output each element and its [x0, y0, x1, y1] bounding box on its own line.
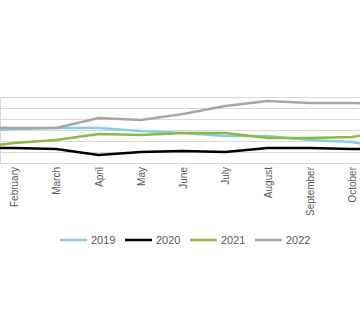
series-line: [0, 128, 360, 150]
x-tick: July: [220, 163, 231, 185]
x-tick-label: February: [9, 167, 20, 207]
x-tick: October: [347, 163, 358, 203]
x-tick-label: June: [178, 167, 189, 189]
x-tick-label: July: [220, 167, 231, 185]
x-tick: August: [263, 163, 274, 198]
x-tick: February: [9, 163, 20, 207]
y-tick: [0, 130, 360, 131]
series-line: [0, 101, 360, 128]
legend-swatch: [255, 239, 282, 242]
grid-line: [0, 119, 360, 120]
legend-label: 2020: [156, 234, 180, 246]
x-tick: March: [51, 163, 62, 195]
x-tick-label: April: [94, 167, 105, 187]
legend-item: 2022: [255, 234, 310, 246]
x-tick-label: May: [136, 167, 147, 186]
plot-area: [0, 101, 360, 155]
legend-swatch: [190, 239, 217, 242]
chart: February March April May June July August Septe…: [0, 0, 360, 326]
x-tick-label: October: [347, 166, 358, 202]
grid-line: [0, 108, 360, 109]
legend-label: 2022: [286, 234, 310, 246]
x-tick: May: [136, 163, 147, 186]
y-tick: [0, 108, 360, 109]
legend-swatch: [60, 239, 87, 242]
y-axis: [0, 98, 360, 164]
y-tick: [0, 97, 360, 98]
x-tick: April: [94, 163, 105, 187]
x-tick: September: [305, 163, 316, 216]
x-axis-line: [0, 163, 360, 164]
legend-label: 2021: [221, 234, 245, 246]
x-tick-label: August: [263, 167, 274, 198]
x-tick-label: March: [51, 167, 62, 195]
legend-label: 2019: [91, 234, 115, 246]
x-tick-label: September: [305, 166, 316, 216]
series-line: [0, 130, 360, 148]
legend-item: 2019: [60, 234, 115, 246]
grid-line: [0, 97, 360, 98]
series-line: [0, 148, 360, 155]
legend: 2019 2020 2021 2022: [60, 234, 310, 246]
grid-line: [0, 130, 360, 131]
x-axis: February March April May June July August Septe…: [0, 163, 360, 216]
legend-swatch: [125, 239, 152, 242]
legend-item: 2020: [125, 234, 180, 246]
y-axis-line: [1, 98, 360, 164]
legend-item: 2021: [190, 234, 245, 246]
x-tick: June: [178, 163, 189, 189]
y-tick: [0, 119, 360, 120]
